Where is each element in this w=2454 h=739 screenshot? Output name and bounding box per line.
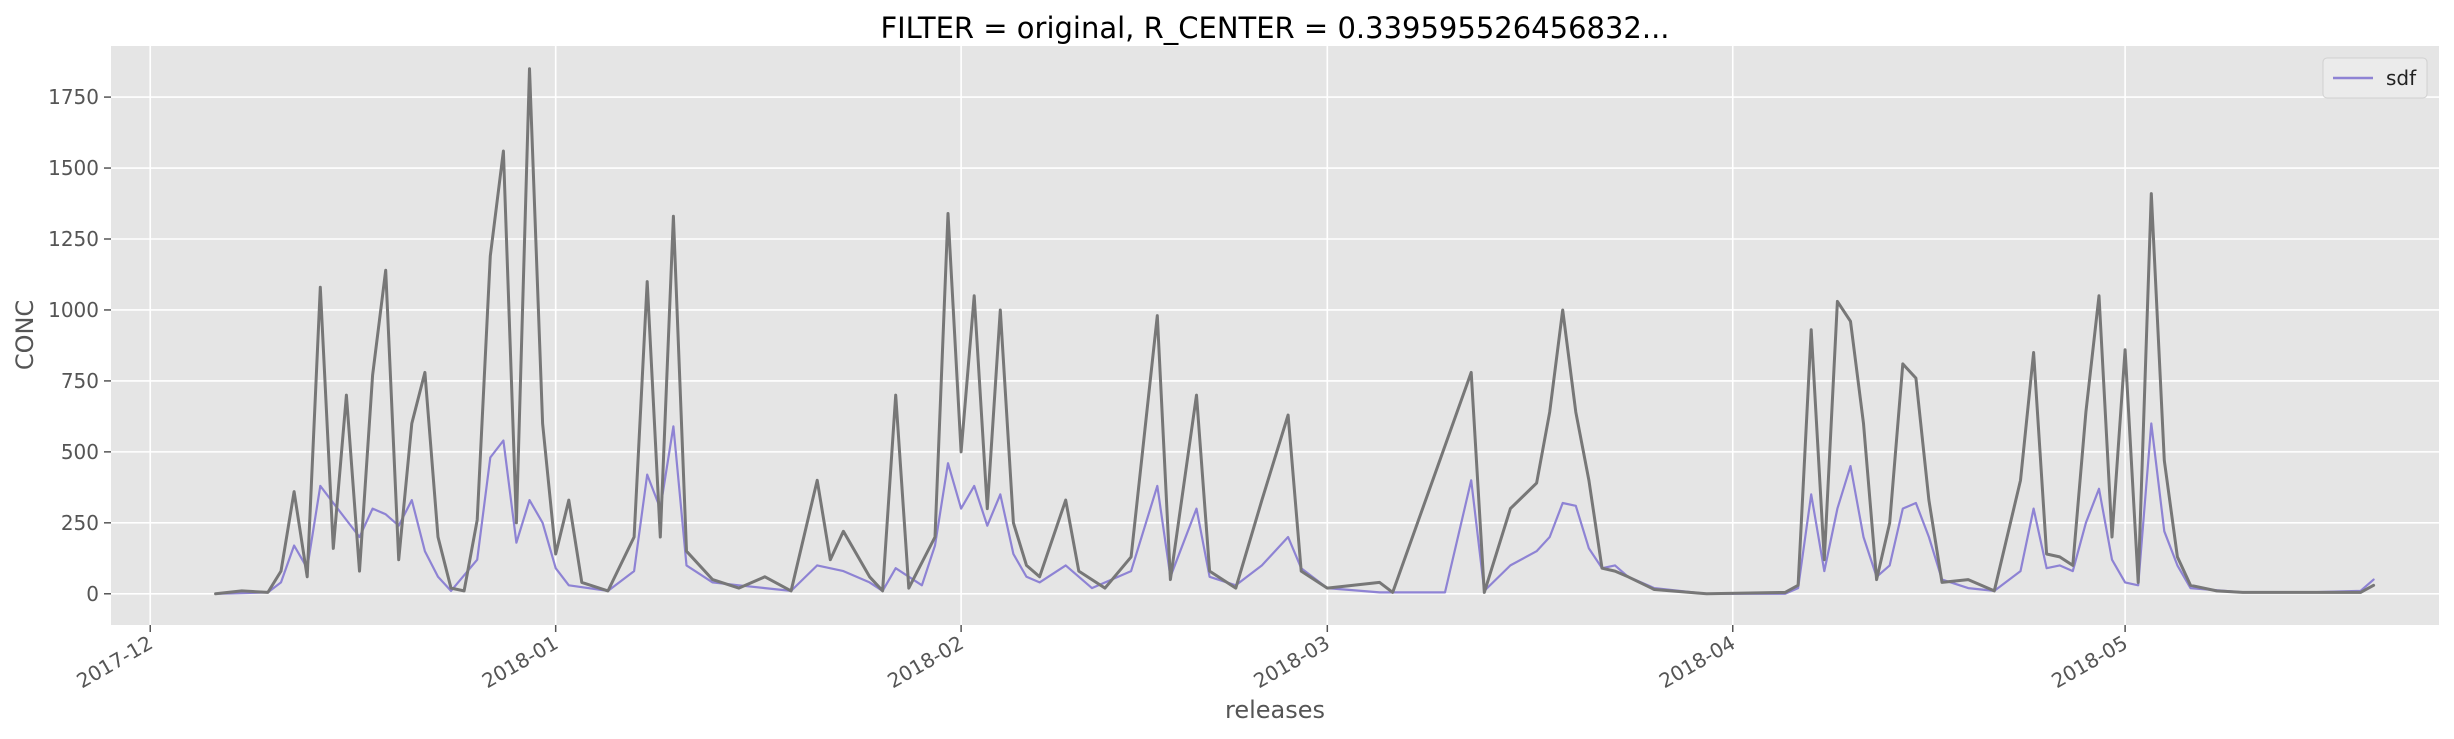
y-tick-label: 0 bbox=[86, 582, 99, 606]
series-group bbox=[214, 67, 2376, 596]
chart-title: FILTER = original, R_CENTER = 0.33959552… bbox=[880, 11, 1669, 45]
y-tick-label: 1250 bbox=[48, 227, 99, 251]
y-tick-label: 750 bbox=[61, 369, 99, 393]
x-tick-label: 2017-12 bbox=[72, 631, 156, 694]
x-tick-label: 2018-02 bbox=[883, 631, 967, 694]
y-axis-label: CONC bbox=[11, 300, 39, 370]
legend-box bbox=[2322, 57, 2428, 99]
x-axis-label: releases bbox=[1225, 696, 1325, 724]
x-tick-label: 2018-03 bbox=[1249, 631, 1333, 694]
x-tick-label: 2018-01 bbox=[478, 631, 562, 694]
grid bbox=[111, 46, 2439, 625]
series-line-overlay bbox=[214, 67, 2376, 596]
legend-label-sdf: sdf bbox=[2386, 66, 2417, 90]
y-tick-label: 1000 bbox=[48, 298, 99, 322]
x-tick-label: 2018-04 bbox=[1655, 631, 1739, 694]
plot-background bbox=[111, 46, 2439, 625]
y-tick-label: 1750 bbox=[48, 85, 99, 109]
x-tick-label: 2018-05 bbox=[2047, 631, 2131, 694]
y-tick-label: 1500 bbox=[48, 156, 99, 180]
y-tick-label: 250 bbox=[61, 511, 99, 535]
legend: sdf bbox=[2322, 57, 2428, 99]
y-tick-label: 500 bbox=[61, 440, 99, 464]
